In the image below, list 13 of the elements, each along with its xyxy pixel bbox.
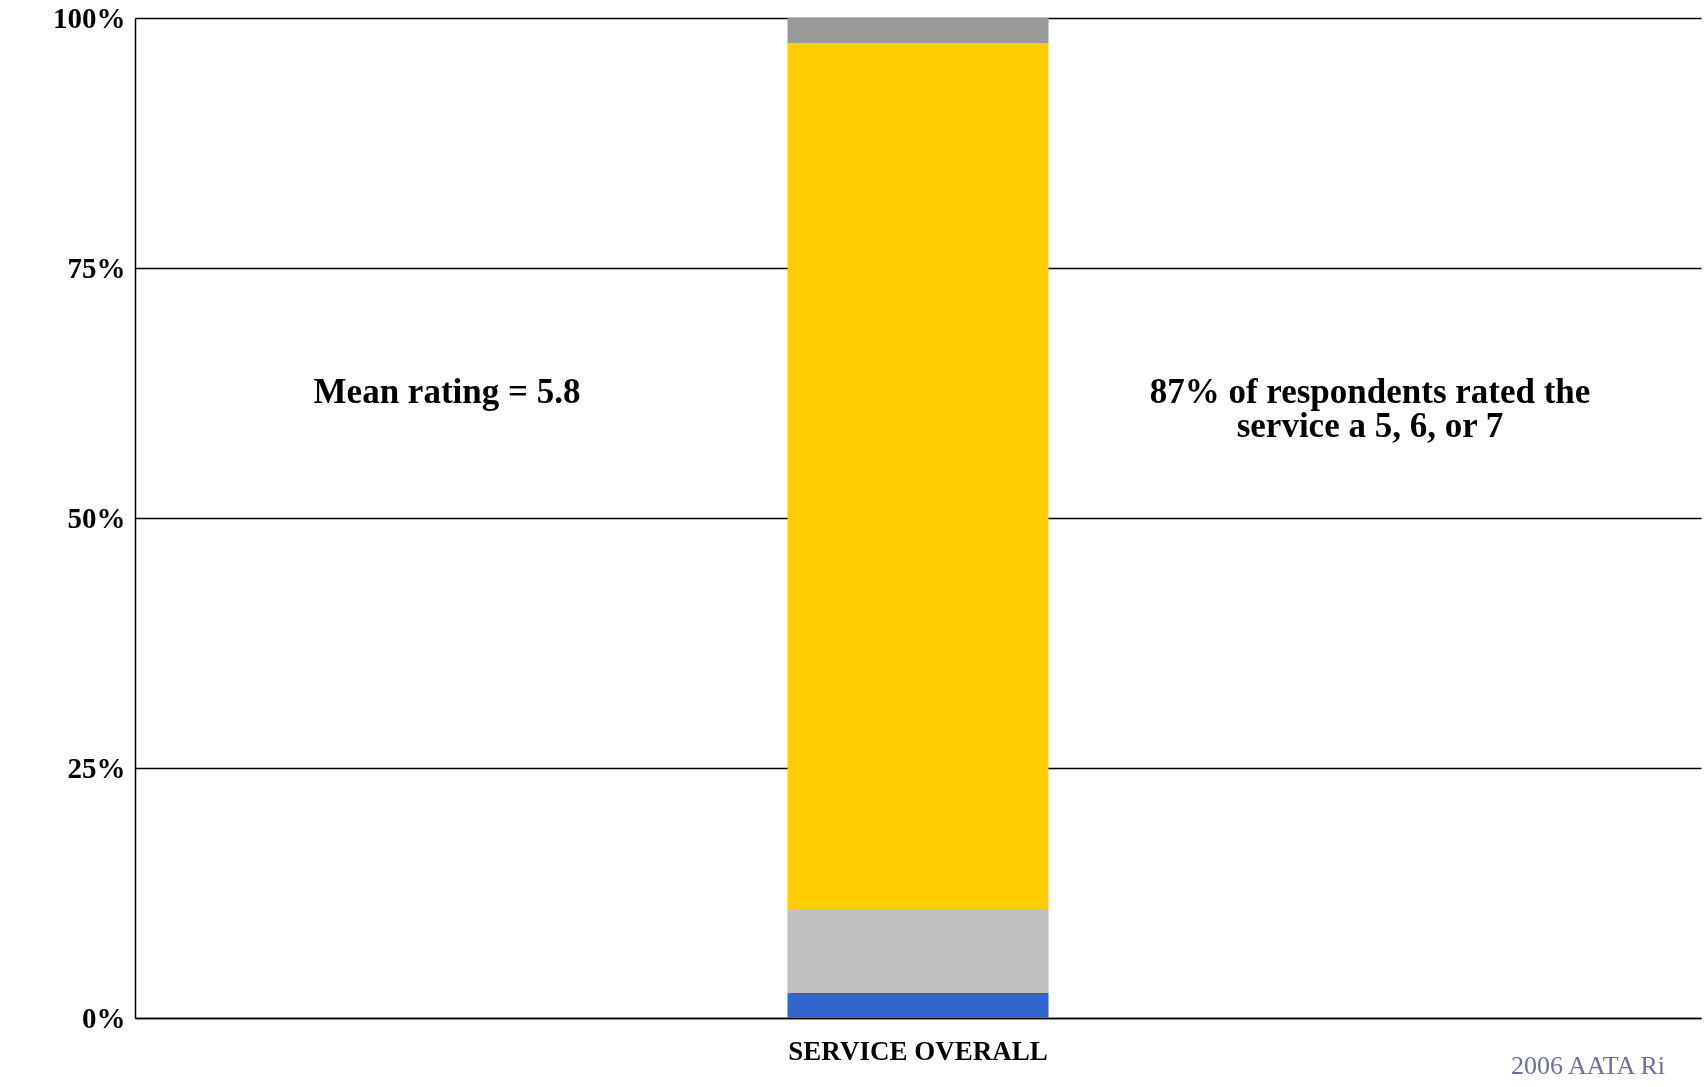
y-tick-label: 75%: [67, 251, 126, 284]
annotation: 87% of respondents rated the service a 5, 6, or 7: [1149, 372, 1591, 445]
bar: [787, 910, 1049, 993]
y-tick-label: 0%: [82, 1001, 126, 1034]
y-tick-label: 100%: [53, 1, 126, 34]
y-tick-label: 50%: [67, 501, 126, 534]
text: 2006 AATA Ri: [1511, 1051, 1665, 1080]
bar: [787, 18, 1049, 43]
bar: [787, 43, 1049, 910]
x-tick-label: SERVICE OVERALL: [788, 1035, 1048, 1066]
y-tick-label: 25%: [67, 751, 126, 784]
bar: [787, 993, 1049, 1018]
annotation: Mean rating = 5.8: [313, 372, 581, 411]
